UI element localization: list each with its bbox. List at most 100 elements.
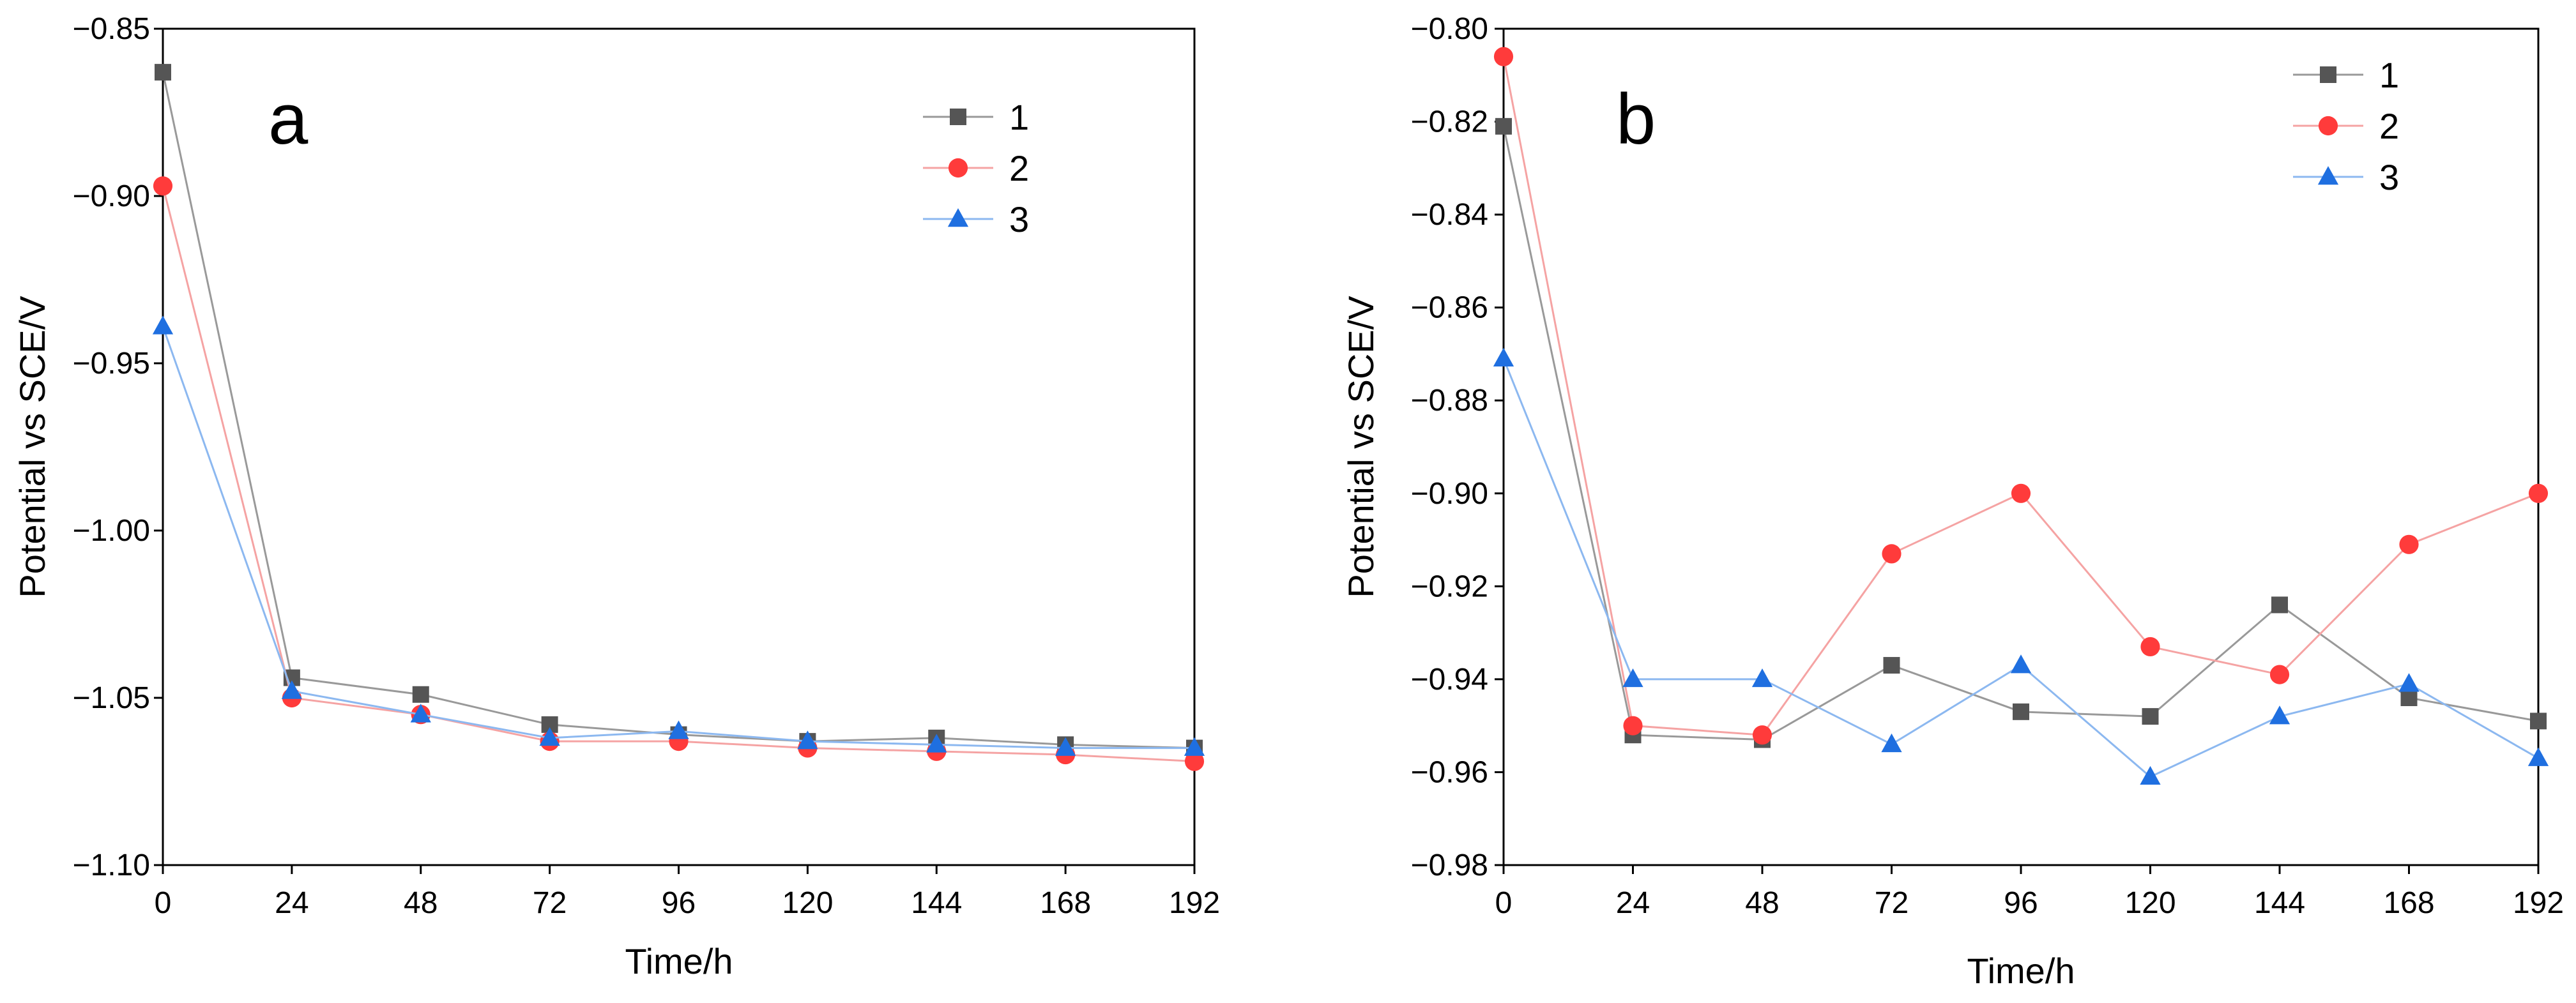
x-tick-label: 168 xyxy=(2383,886,2434,920)
y-tick-label: −0.90 xyxy=(73,179,150,213)
legend-label: 1 xyxy=(2379,55,2399,95)
legend-item-1: 1 xyxy=(923,97,1029,137)
data-point-2 xyxy=(2269,665,2290,684)
data-point-3 xyxy=(2140,765,2161,785)
series-2 xyxy=(153,176,1205,771)
x-tick-label: 96 xyxy=(662,886,696,920)
chart-panel-b: −0.80 −0.82 −0.84 −0.86 −0.88 −0.90 −0.92 −0.94… xyxy=(1341,12,2564,991)
series-line-1 xyxy=(162,72,1195,750)
x-tick-labels-a: 0 24 48 72 96 120 144 168 192 xyxy=(155,886,1220,920)
data-point-2 xyxy=(1752,725,1772,745)
y-tick-label: −0.80 xyxy=(1411,12,1488,46)
data-point-1 xyxy=(412,686,429,703)
y-tick-label: −0.90 xyxy=(1411,477,1488,511)
x-tick-label: 144 xyxy=(2254,886,2305,920)
y-tick-label: −1.05 xyxy=(73,681,150,715)
data-point-3 xyxy=(1751,668,1773,688)
x-tick-label: 72 xyxy=(1875,886,1909,920)
data-point-3 xyxy=(2010,654,2032,674)
legend-label: 1 xyxy=(1009,97,1029,137)
y-tick-labels-b: −0.80 −0.82 −0.84 −0.86 −0.88 −0.90 −0.92 −0.94… xyxy=(1411,12,1488,882)
y-tick-label: −0.86 xyxy=(1411,291,1488,325)
y-tick-label: −0.98 xyxy=(1411,848,1488,882)
data-point-3 xyxy=(1184,737,1205,756)
data-point-1 xyxy=(2400,690,2418,706)
data-point-1 xyxy=(2530,713,2547,730)
legend-item-1: 1 xyxy=(2293,55,2399,95)
legend-label: 2 xyxy=(1009,148,1029,188)
series-line-3 xyxy=(162,326,1194,750)
legend-label: 3 xyxy=(1009,199,1029,239)
data-point-3 xyxy=(2269,705,2290,725)
data-point-3 xyxy=(281,680,302,699)
data-point-3 xyxy=(797,730,818,750)
data-point-2 xyxy=(2528,483,2549,503)
legend-item-3: 3 xyxy=(923,199,1029,239)
legend-a: 1 2 3 xyxy=(923,97,1029,239)
data-point-3 xyxy=(1622,668,1643,688)
data-point-3 xyxy=(1055,737,1076,756)
data-point-3 xyxy=(1493,347,1514,367)
data-point-2 xyxy=(1493,47,1514,66)
series-line-2 xyxy=(162,185,1195,763)
legend-marker xyxy=(2317,166,2339,185)
data-point-3 xyxy=(2398,673,2420,692)
x-tick-label: 72 xyxy=(533,886,567,920)
data-point-1 xyxy=(155,64,171,81)
data-point-3 xyxy=(926,734,947,753)
data-point-1 xyxy=(2013,703,2029,720)
y-tick-label: −0.85 xyxy=(73,12,150,46)
y-axis-title-a: Potential vs SCE/V xyxy=(12,296,52,598)
data-point-1 xyxy=(1883,657,1900,674)
data-point-2 xyxy=(2011,483,2031,503)
y-tick-label: −0.92 xyxy=(1411,569,1488,603)
data-point-3 xyxy=(668,720,689,739)
y-axis-title-b: Potential vs SCE/V xyxy=(1341,296,1381,598)
y-tick-label: −0.84 xyxy=(1411,198,1488,232)
x-tick-label: 24 xyxy=(1616,886,1650,920)
series-3 xyxy=(152,315,1205,756)
series-1 xyxy=(1495,117,2547,748)
data-point-1 xyxy=(2271,596,2288,614)
data-point-1 xyxy=(2142,708,2159,725)
legend-label: 3 xyxy=(2379,157,2399,197)
x-tick-label: 168 xyxy=(1040,886,1091,920)
legend-item-3: 3 xyxy=(2293,157,2399,197)
legend-marker xyxy=(948,158,968,178)
x-ticks-a xyxy=(162,865,1196,874)
data-point-3 xyxy=(410,704,431,723)
x-axis-title-b: Time/h xyxy=(1967,951,2075,991)
y-tick-labels-a: −0.85 −0.90 −0.95 −1.00 −1.05 −1.10 xyxy=(73,12,150,882)
series-2 xyxy=(1493,47,2549,745)
data-point-3 xyxy=(1881,733,1902,753)
x-tick-label: 120 xyxy=(782,886,833,920)
y-tick-label: −0.94 xyxy=(1411,663,1488,697)
series-1 xyxy=(155,64,1203,757)
data-point-3 xyxy=(152,315,174,335)
x-tick-label: 48 xyxy=(1745,886,1779,920)
series-line-1 xyxy=(1502,126,2539,741)
y-ticks-a xyxy=(154,27,163,866)
data-point-2 xyxy=(153,176,173,196)
x-tick-labels-b: 0 24 48 72 96 120 144 168 192 xyxy=(1495,886,2564,920)
legend-item-2: 2 xyxy=(923,148,1029,188)
legend-marker xyxy=(947,208,969,227)
x-tick-label: 192 xyxy=(1169,886,1220,920)
panel-label-b: b xyxy=(1616,79,1656,159)
chart-panel-a: −0.85 −0.90 −0.95 −1.00 −1.05 −1.10 0 24 48 72 96… xyxy=(12,12,1220,981)
data-point-3 xyxy=(539,727,560,746)
data-point-2 xyxy=(1882,544,1902,564)
panel-label-a: a xyxy=(268,79,309,159)
x-ticks-b xyxy=(1502,865,2540,874)
data-point-2 xyxy=(2140,637,2160,657)
legend-marker xyxy=(950,109,966,125)
series-layer-b xyxy=(1493,47,2549,785)
y-tick-label: −1.10 xyxy=(73,848,150,882)
series-3 xyxy=(1493,347,2549,785)
legend-item-2: 2 xyxy=(2293,106,2399,146)
data-point-2 xyxy=(1623,716,1643,735)
series-layer-a xyxy=(152,64,1205,771)
x-tick-label: 0 xyxy=(1495,886,1513,920)
x-axis-title-a: Time/h xyxy=(625,941,733,981)
